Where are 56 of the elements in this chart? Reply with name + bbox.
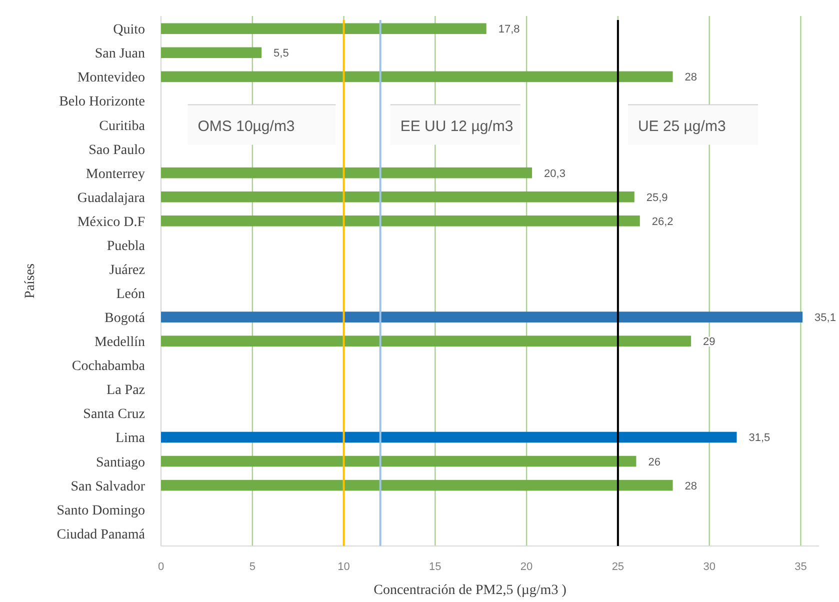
bar [161, 71, 673, 82]
y-tick-label: Monterrey [86, 166, 145, 182]
data-label: 28 [684, 480, 698, 492]
bar [161, 191, 634, 202]
y-tick-label: Curitiba [99, 118, 146, 134]
y-tick-label: Santiago [96, 455, 145, 470]
y-tick-label: Belo Horizonte [59, 94, 145, 110]
ref-line-label: EE UU 12 µg/m3 [400, 118, 514, 135]
y-tick-label: México D.F [77, 214, 146, 230]
y-tick-label: Medellín [94, 335, 145, 350]
y-tick-label: Ciudad Panamá [56, 527, 146, 542]
bar [161, 480, 673, 491]
y-tick-label: Bogotá [104, 311, 146, 326]
bar [161, 432, 737, 443]
x-tick-label: 10 [338, 561, 350, 573]
y-axis-title: Países [23, 264, 38, 298]
y-tick-label: Cochabamba [72, 359, 146, 374]
x-tick-label: 20 [520, 561, 533, 573]
data-label: 5,5 [274, 48, 289, 60]
data-label: 31,5 [748, 432, 770, 444]
x-tick-label: 25 [612, 561, 624, 573]
y-tick-label: Sao Paulo [88, 142, 145, 158]
bar [161, 216, 640, 226]
ref-line-label: UE 25 µg/m3 [638, 118, 726, 135]
data-label: 17,8 [498, 24, 520, 36]
y-tick-label: Lima [115, 431, 146, 446]
y-tick-label: Quito [113, 22, 145, 38]
y-tick-label: San Juan [94, 46, 145, 62]
y-tick-label: San Salvador [70, 479, 146, 494]
x-tick-label: 35 [794, 561, 807, 573]
y-tick-label: Guadalajara [77, 190, 146, 206]
y-tick-label: Puebla [106, 238, 146, 254]
x-axis-title: Concentración de PM2,5 (µg/m3 ) [374, 583, 567, 598]
x-tick-label: 15 [429, 561, 442, 573]
data-label: 26,2 [652, 216, 674, 228]
data-label: 26 [648, 456, 660, 468]
bar [161, 456, 636, 467]
y-tick-label: Montevideo [77, 70, 145, 86]
bar [161, 312, 803, 322]
y-tick-label: La Paz [106, 383, 145, 398]
bar [161, 336, 692, 346]
y-tick-label: León [116, 287, 145, 302]
data-label: 28 [684, 72, 698, 84]
data-label: 35,1 [814, 312, 836, 324]
y-tick-label: Juárez [109, 262, 145, 278]
x-tick-label: 30 [703, 561, 716, 573]
x-tick-label: 0 [158, 561, 164, 573]
bar [161, 23, 486, 34]
y-tick-label: Santa Cruz [83, 407, 145, 422]
y-tick-label: Santo Domingo [56, 503, 145, 518]
bar [161, 167, 532, 178]
bar [161, 47, 262, 58]
ref-line-label: OMS 10µg/m3 [198, 118, 295, 135]
data-label: 25,9 [646, 192, 668, 204]
data-label: 20,3 [544, 168, 566, 180]
x-tick-label: 5 [249, 561, 256, 573]
